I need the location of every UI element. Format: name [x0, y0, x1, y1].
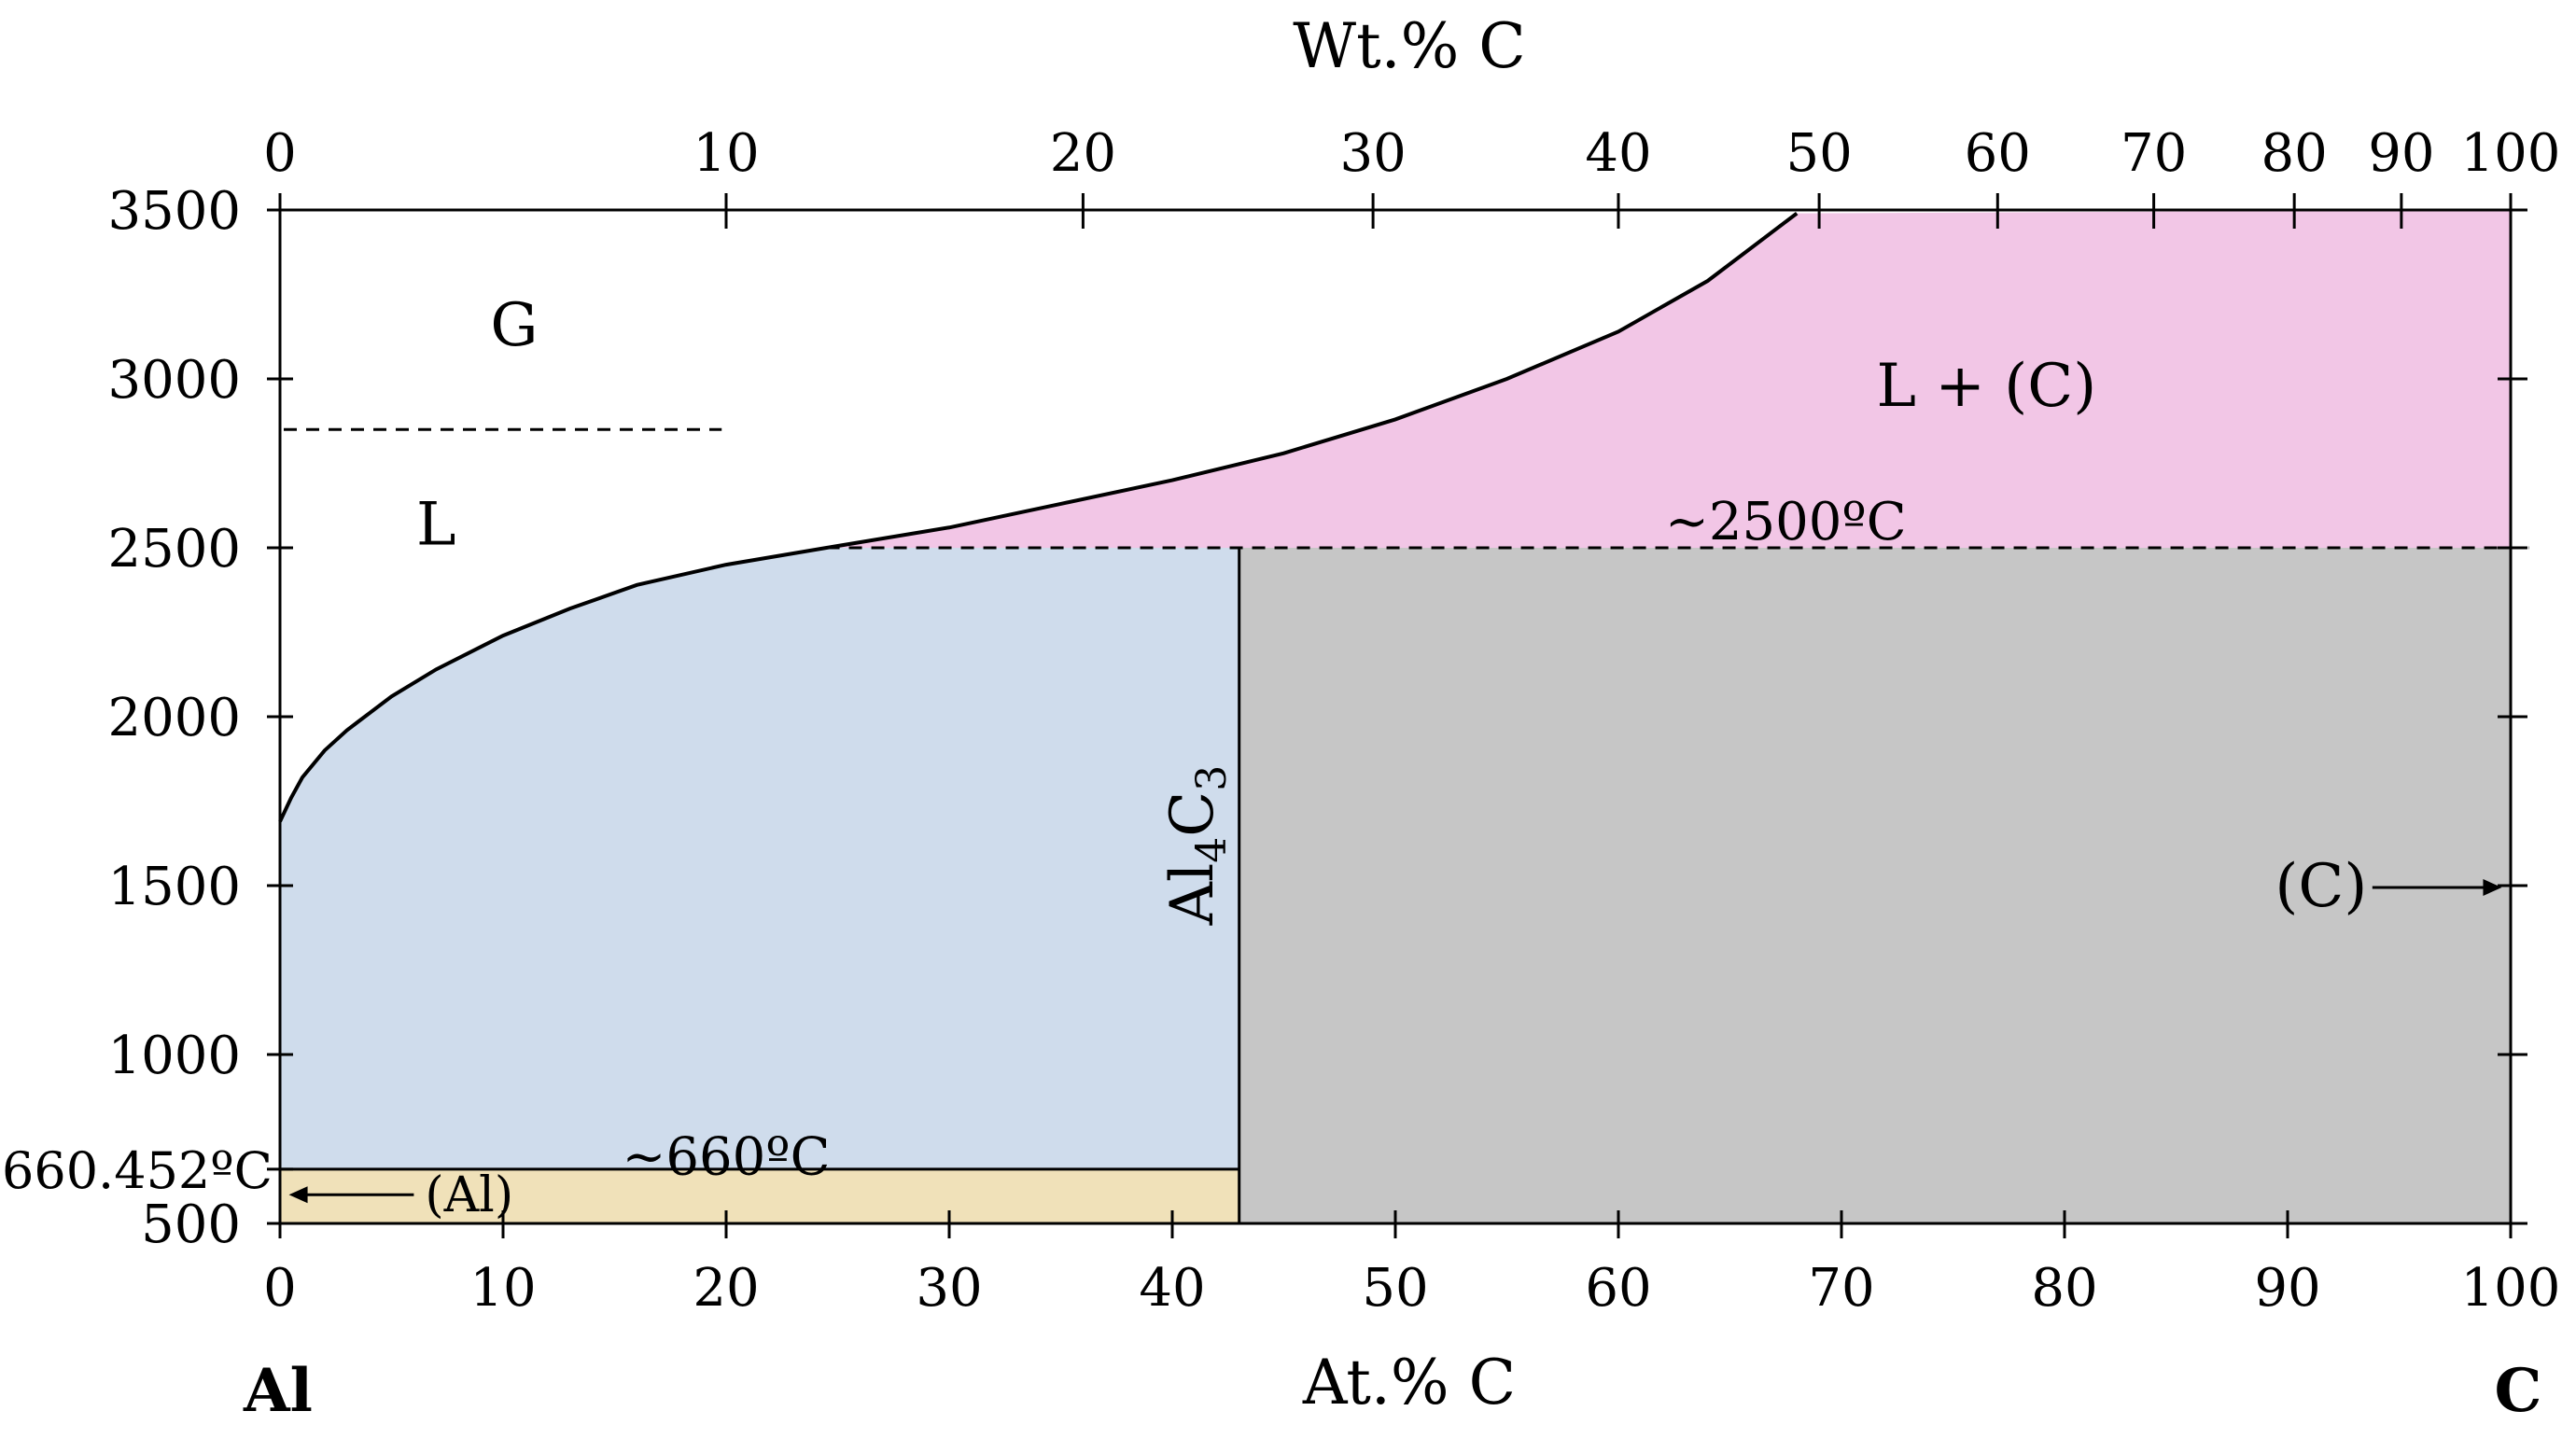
top-tick-label: 0 — [263, 123, 297, 184]
x-axis-title: At.% C — [1302, 1347, 1516, 1418]
y-tick-label: 1000 — [107, 1026, 241, 1086]
peritectic-temperature-label: ~2500ºC — [1665, 492, 1907, 552]
top-tick-label: 40 — [1585, 123, 1651, 184]
element-label-c: C — [2495, 1356, 2542, 1426]
region-al4c3-carbon — [1239, 548, 2511, 1223]
top-tick-label: 80 — [2261, 123, 2328, 184]
top-tick-label: 60 — [1965, 123, 2031, 184]
top-tick-label: 20 — [1050, 123, 1116, 184]
top-tick-label: 90 — [2368, 123, 2434, 184]
x-tick-label: 80 — [2031, 1258, 2097, 1319]
al-solid-label: (Al) — [425, 1167, 513, 1223]
x-tick-label: 30 — [916, 1258, 982, 1319]
carbon-solid-label: (C) — [2275, 852, 2367, 921]
eutectic-temperature-label: ~660ºC — [623, 1127, 831, 1188]
melting-point-label: 660.452ºC — [2, 1141, 273, 1200]
element-label-al: Al — [243, 1356, 313, 1426]
top-tick-label: 100 — [2461, 123, 2561, 184]
y-tick-label: 2000 — [107, 688, 241, 748]
x-tick-label: 50 — [1362, 1258, 1428, 1319]
al4c3-label: Al4C3 — [1158, 765, 1236, 927]
al-arrowhead — [288, 1186, 308, 1204]
y-tick-label: 3500 — [107, 181, 241, 242]
x-tick-label: 40 — [1139, 1258, 1205, 1319]
y-tick-label: 2500 — [107, 519, 241, 580]
liquidus-curve — [278, 212, 1799, 823]
top-tick-label: 50 — [1785, 123, 1852, 184]
top-axis-title: Wt.% C — [1293, 10, 1526, 82]
liquid-carbon-label: L + (C) — [1876, 352, 2096, 421]
x-tick-label: 10 — [469, 1258, 536, 1319]
gas-label: G — [490, 291, 538, 360]
y-tick-label: 3000 — [107, 350, 241, 411]
top-tick-label: 10 — [693, 123, 759, 184]
x-tick-label: 60 — [1585, 1258, 1651, 1319]
liquid-label: L — [416, 491, 456, 560]
region-al-al4c3 — [280, 1168, 1239, 1223]
x-tick-label: 90 — [2254, 1258, 2320, 1319]
y-tick-label: 1500 — [107, 857, 241, 917]
x-tick-label: 70 — [1808, 1258, 1874, 1319]
carbon-arrowhead — [2483, 879, 2502, 896]
region-liquid-al4c3 — [280, 548, 1239, 1169]
x-tick-label: 100 — [2461, 1258, 2561, 1319]
top-tick-label: 70 — [2121, 123, 2187, 184]
x-tick-label: 20 — [693, 1258, 759, 1319]
y-tick-label: 500 — [141, 1195, 241, 1255]
x-tick-label: 0 — [263, 1258, 297, 1319]
top-tick-label: 30 — [1339, 123, 1406, 184]
